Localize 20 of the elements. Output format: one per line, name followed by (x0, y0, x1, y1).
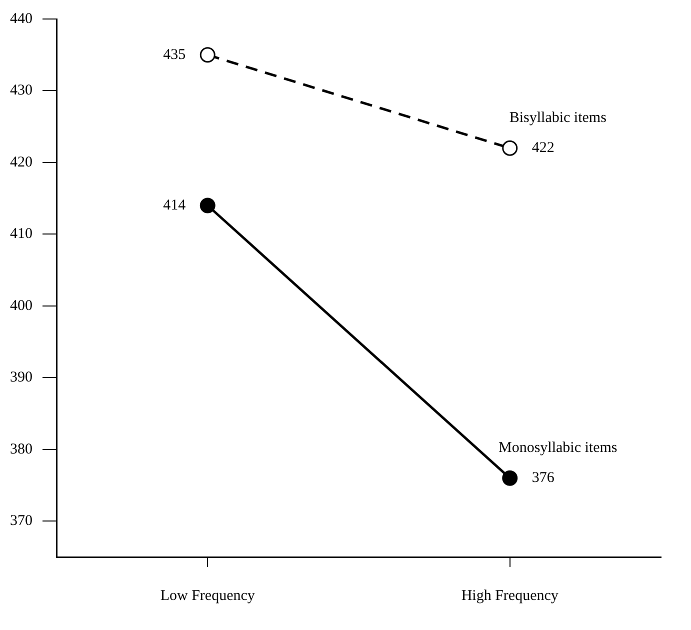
point (200, 47, 216, 63)
data-label: 376 (532, 470, 555, 486)
y-tick-label: 380 (10, 441, 32, 458)
x-tick-label: High Frequency (461, 588, 559, 604)
point (502, 470, 518, 486)
point (502, 140, 518, 156)
series-label: Monosyllabic items (498, 440, 618, 456)
y-tick-label: 430 (10, 82, 32, 99)
data-label: 435 (163, 46, 186, 63)
y-tick-label: 410 (10, 226, 32, 242)
y-tick-label: 390 (10, 370, 32, 386)
y-tick-label: 440 (10, 10, 32, 27)
data-label: 414 (163, 197, 186, 214)
y-tick-label: 400 (10, 298, 32, 314)
series-label: Bisyllabic items (509, 110, 607, 126)
y-tick-label: 420 (10, 154, 32, 170)
y-tick-label: 370 (10, 513, 32, 530)
x-tick-label: Low Frequency (160, 588, 256, 604)
data-label: 422 (532, 140, 554, 156)
point (200, 198, 216, 214)
